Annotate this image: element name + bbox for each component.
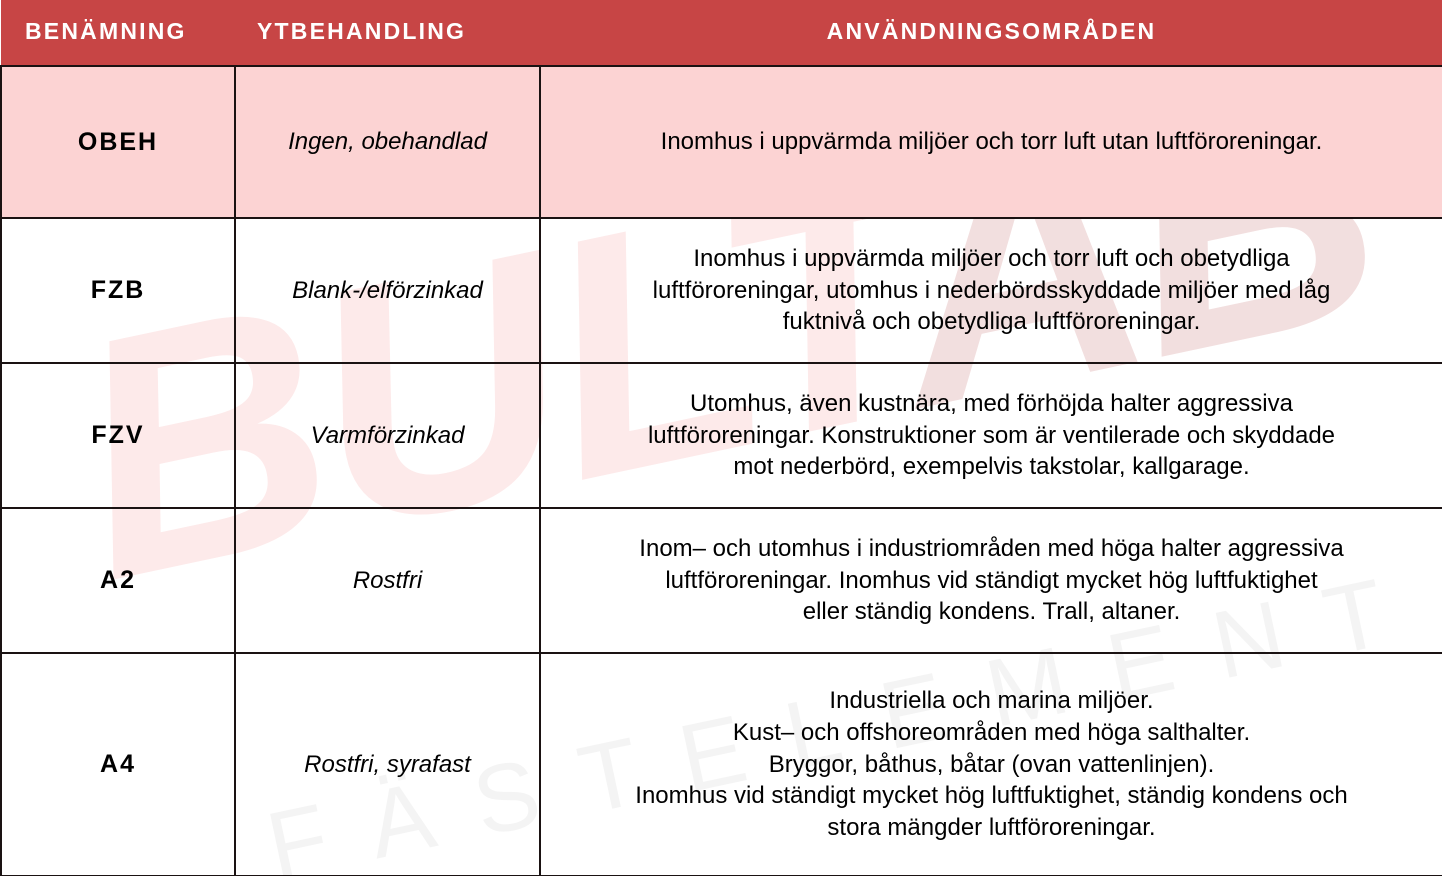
cell-designation: A2	[0, 507, 236, 654]
cell-usage: Utomhus, även kustnära, med förhöjda hal…	[539, 362, 1442, 509]
column-header-benamning: BENÄMNING	[1, 0, 235, 66]
cell-treatment: Ingen, obehandlad	[234, 65, 541, 219]
usage-line: fuktnivå och obetydliga luftföroreningar…	[782, 308, 1201, 336]
cell-designation: FZB	[0, 217, 236, 364]
table-row: A4 Rostfri, syrafast Industriella och ma…	[0, 652, 1442, 876]
usage-line: stora mängder luftföroreningar.	[827, 814, 1156, 841]
cell-treatment: Blank-/elförzinkad	[234, 217, 541, 364]
table-row: FZV Varmförzinkad Utomhus, även kustnära…	[0, 362, 1442, 509]
usage-line: Inomhus i uppvärmda miljöer och torr luf…	[693, 244, 1290, 272]
cell-designation: OBEH	[0, 65, 236, 219]
usage-line: Inom– och utomhus i industriområden med …	[639, 534, 1344, 562]
usage-line: eller ständig kondens. Trall, altaner.	[802, 598, 1181, 626]
cell-designation: FZV	[0, 362, 236, 509]
cell-treatment: Rostfri, syrafast	[234, 652, 541, 876]
usage-line: luftföroreningar. Inomhus vid ständigt m…	[665, 566, 1318, 594]
usage-line: Industriella och marina miljöer.	[829, 687, 1154, 715]
table-header-row: BENÄMNING YTBEHANDLING ANVÄNDNINGSOMRÅDE…	[1, 0, 1442, 66]
column-header-anvandningsomraden: ANVÄNDNINGSOMRÅDEN	[540, 0, 1442, 66]
cell-treatment: Rostfri	[234, 507, 541, 654]
table-header: BENÄMNING YTBEHANDLING ANVÄNDNINGSOMRÅDE…	[1, 0, 1442, 66]
cell-treatment: Varmförzinkad	[234, 362, 541, 509]
cell-usage: Inomhus i uppvärmda miljöer och torr luf…	[539, 65, 1442, 219]
table-row: A2 Rostfri Inom– och utomhus i industrio…	[0, 507, 1442, 654]
usage-line: Utomhus, även kustnära, med förhöjda hal…	[690, 389, 1293, 417]
table-row: FZB Blank-/elförzinkad Inomhus i uppvärm…	[0, 217, 1442, 364]
cell-designation: A4	[0, 652, 236, 876]
usage-line: Bryggor, båthus, båtar (ovan vattenlinje…	[768, 750, 1215, 778]
table-row: OBEH Ingen, obehandlad Inomhus i uppvärm…	[0, 65, 1442, 219]
usage-line: Inomhus vid ständigt mycket hög luftfukt…	[635, 782, 1348, 810]
usage-line: Kust– och offshoreområden med höga salth…	[732, 718, 1251, 746]
usage-line: mot nederbörd, exempelvis takstolar, kal…	[733, 453, 1250, 481]
column-header-ytbehandling: YTBEHANDLING	[235, 0, 540, 66]
cell-usage: Industriella och marina miljöer. Kust– o…	[539, 652, 1442, 876]
table-body: OBEH Ingen, obehandlad Inomhus i uppvärm…	[0, 65, 1442, 876]
usage-line: luftföroreningar, utomhus i nederbördssk…	[652, 276, 1331, 304]
cell-usage: Inom– och utomhus i industriområden med …	[539, 507, 1442, 654]
cell-usage: Inomhus i uppvärmda miljöer och torr luf…	[539, 217, 1442, 364]
usage-line: luftföroreningar. Konstruktioner som är …	[647, 421, 1336, 449]
usage-line: Inomhus i uppvärmda miljöer och torr luf…	[660, 128, 1323, 156]
